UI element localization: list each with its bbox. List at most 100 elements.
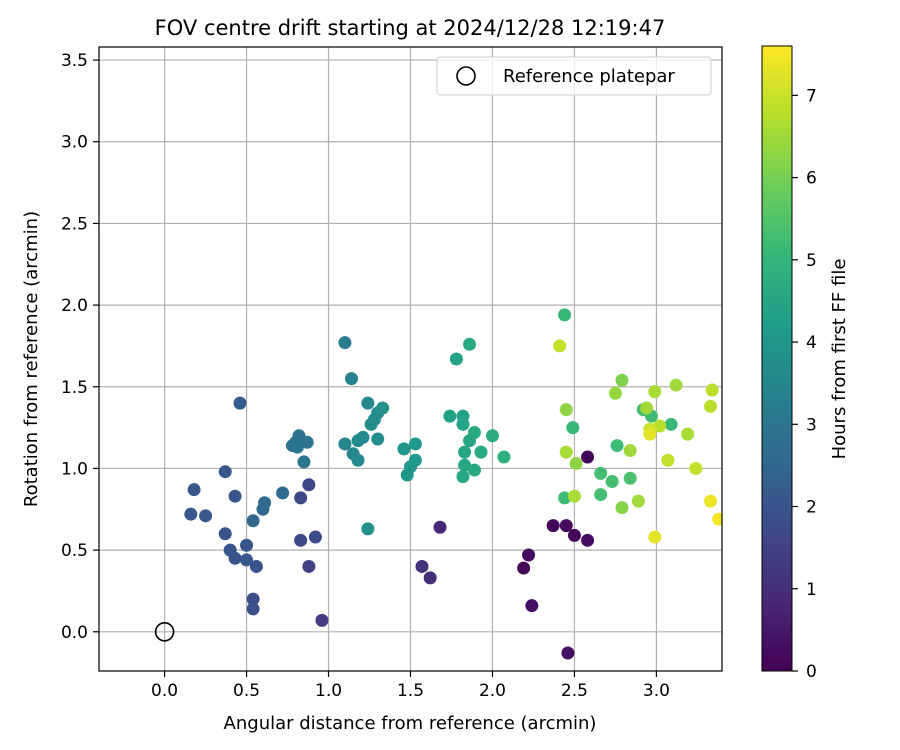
- x-tick-label: 1.5: [397, 681, 424, 701]
- scatter-point: [443, 409, 457, 423]
- scatter-point: [456, 470, 470, 484]
- colorbar-tick-label: 0: [806, 662, 817, 682]
- scatter-point: [458, 445, 472, 459]
- scatter-point: [608, 386, 622, 400]
- scatter-point: [474, 445, 488, 459]
- scatter-point: [433, 520, 447, 534]
- scatter-point: [338, 437, 352, 451]
- colorbar-label: Hours from first FF file: [829, 259, 850, 460]
- colorbar-tick-label: 2: [806, 498, 817, 518]
- scatter-point: [643, 427, 657, 441]
- x-tick-label: 0.0: [151, 681, 178, 701]
- scatter-point: [218, 527, 232, 541]
- legend: Reference platepar: [436, 56, 712, 96]
- scatter-point: [356, 430, 370, 444]
- colorbar-ticks: 0 1 2 3 4 5 6 7: [792, 86, 817, 682]
- y-tick-label: 1.0: [61, 459, 88, 479]
- scatter-point: [522, 548, 536, 562]
- colorbar-tick-label: 5: [806, 251, 817, 271]
- legend-entry-label: Reference platepar: [503, 66, 675, 87]
- scatter-point: [558, 491, 572, 505]
- scatter-point: [689, 461, 703, 475]
- scatter-point: [497, 450, 511, 464]
- scatter-point: [456, 417, 470, 431]
- colorbar-tick-label: 7: [806, 86, 817, 106]
- colorbar-tick-label: 1: [806, 580, 817, 600]
- colorbar-tick-label: 6: [806, 169, 817, 189]
- scatter-point: [467, 426, 481, 440]
- y-tick-label: 2.5: [61, 214, 88, 234]
- scatter-point: [302, 478, 316, 492]
- scatter-point: [344, 372, 358, 386]
- scatter-point: [517, 561, 531, 575]
- scatter-point: [294, 491, 308, 505]
- scatter-point: [567, 528, 581, 542]
- scatter-point: [187, 483, 201, 497]
- scatter-point: [559, 519, 573, 533]
- y-tick-label: 0.5: [61, 541, 88, 561]
- y-tick-label: 1.5: [61, 378, 88, 398]
- scatter-point: [705, 383, 719, 397]
- scatter-point: [351, 453, 365, 467]
- scatter-point: [246, 592, 260, 606]
- scatter-point: [669, 378, 683, 392]
- y-tick-label: 2.0: [61, 296, 88, 316]
- scatter-point: [623, 443, 637, 457]
- scatter-point: [594, 488, 608, 502]
- scatter-point: [704, 494, 718, 508]
- scatter-point: [558, 308, 572, 322]
- x-tick-label: 0.5: [233, 681, 260, 701]
- x-tick-label: 2.5: [561, 681, 588, 701]
- scatter-point: [415, 559, 429, 573]
- scatter-point: [653, 419, 667, 433]
- x-tick-label: 2.0: [479, 681, 506, 701]
- scatter-point: [228, 489, 242, 503]
- scatter-point: [623, 471, 637, 485]
- scatter-point: [648, 385, 662, 399]
- scatter-point: [615, 373, 629, 387]
- scatter-point: [302, 559, 316, 573]
- scatter-point: [664, 417, 678, 431]
- scatter-point: [223, 543, 237, 557]
- y-tick-label: 0.0: [61, 623, 88, 643]
- scatter-point: [553, 339, 567, 353]
- x-axis-label: Angular distance from reference (arcmin): [224, 713, 597, 734]
- scatter-point: [661, 453, 675, 467]
- y-tick-label: 3.0: [61, 133, 88, 153]
- x-tick-label: 3.0: [643, 681, 670, 701]
- scatter-point: [648, 530, 662, 544]
- scatter-point: [423, 571, 437, 585]
- scatter-point: [569, 457, 583, 471]
- scatter-point: [610, 439, 624, 453]
- scatter-point: [567, 489, 581, 503]
- scatter-point: [361, 522, 375, 536]
- scatter-point: [559, 445, 573, 459]
- scatter-point: [631, 494, 645, 508]
- scatter-point: [408, 453, 422, 467]
- scatter-point: [485, 429, 499, 443]
- scatter-point: [561, 646, 575, 660]
- legend-box: [436, 56, 712, 96]
- scatter-point: [397, 442, 411, 456]
- scatter-point: [467, 463, 481, 477]
- scatter-point: [184, 507, 198, 521]
- scatter-point: [249, 559, 263, 573]
- scatter-point: [376, 401, 390, 415]
- scatter-point: [546, 519, 560, 533]
- scatter-point: [308, 530, 322, 544]
- y-axis-ticks: 0.0 0.5 1.0 1.5 2.0 2.5 3.0 3.5: [61, 51, 99, 643]
- scatter-point: [559, 403, 573, 417]
- scatter-point: [712, 512, 722, 526]
- scatter-point: [294, 533, 308, 547]
- y-axis-label: Rotation from reference (arcmin): [21, 211, 42, 507]
- scatter-point: [290, 440, 304, 454]
- scatter-point: [581, 450, 595, 464]
- scatter-point: [246, 514, 260, 528]
- scatter-point: [297, 455, 311, 469]
- scatter-point: [218, 465, 232, 479]
- scatter-point: [581, 533, 595, 547]
- legend-marker-icon: [456, 66, 476, 86]
- scatter-point: [300, 435, 314, 449]
- y-tick-label: 3.5: [61, 51, 88, 71]
